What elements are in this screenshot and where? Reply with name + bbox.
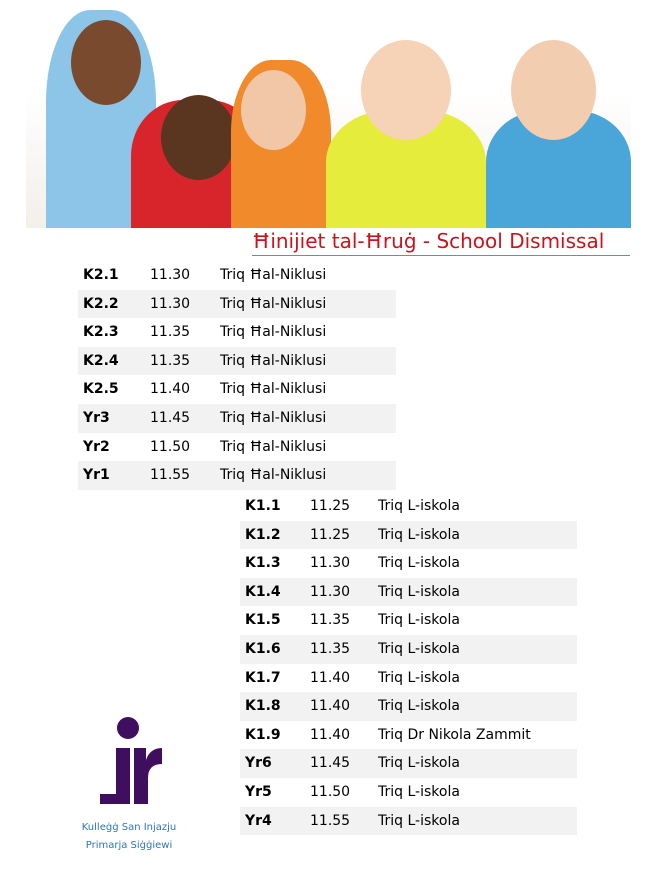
street-name: Triq L-iskola [378,555,460,572]
table-row: K1.4 11.30 Triq L-iskola [240,577,577,607]
class-label: Yr1 [83,467,110,484]
table-row: Yr1 11.55 Triq Ħal-Niklusi [78,461,396,490]
class-label: Yr2 [83,438,110,455]
dismissal-time: 11.50 [310,783,351,800]
class-label: K1.3 [245,555,281,572]
street-name: Triq L-iskola [378,669,460,686]
dismissal-time: 11.50 [150,438,191,455]
class-label: K2.2 [83,295,119,312]
table-row: K1.8 11.40 Triq L-iskola [240,692,577,721]
table-row: K2.4 11.35 Triq Ħal-Niklusi [78,346,396,376]
street-name: Triq L-iskola [378,583,460,600]
table-row: Yr4 11.55 Triq L-iskola [240,806,577,836]
dismissal-time: 11.35 [150,352,191,369]
street-name: Triq Ħal-Niklusi [220,438,327,455]
dismissal-time: 11.25 [310,526,351,543]
street-name: Triq Ħal-Niklusi [220,467,327,484]
table-row: Yr6 11.45 Triq L-iskola [240,749,577,778]
school-name: Kulleġġ San Injazju [81,822,177,833]
street-name: Triq L-iskola [378,498,460,514]
dismissal-time: 11.55 [150,467,191,484]
class-label: K1.6 [245,640,281,657]
table-row: K2.3 11.35 Triq Ħal-Niklusi [78,318,396,347]
dismissal-time: 11.30 [310,555,351,572]
school-logo [94,716,166,814]
class-label: K2.4 [83,352,119,369]
table-row: K1.7 11.40 Triq L-iskola [240,664,577,693]
dismissal-table-hal-niklusi: K2.1 11.30 Triq Ħal-Niklusi K2.2 11.30 Triq Ħ… [78,261,396,490]
street-name: Triq L-iskola [378,755,460,772]
dismissal-time: 11.45 [310,755,351,772]
table-row: Yr5 11.50 Triq L-iskola [240,778,577,807]
street-name: Triq L-iskola [378,640,460,657]
dismissal-time: 11.30 [150,295,191,312]
class-label: K1.1 [245,498,281,514]
dismissal-time: 11.55 [310,812,351,829]
dismissal-time: 11.40 [310,698,351,715]
table-row: Yr3 11.45 Triq Ħal-Niklusi [78,403,396,433]
class-label: K1.5 [245,612,281,629]
class-label: Yr5 [245,783,272,800]
street-name: Triq Ħal-Niklusi [220,409,327,426]
street-name: Triq Ħal-Niklusi [220,381,327,398]
dismissal-time: 11.45 [150,409,191,426]
table-row: K1.1 11.25 Triq L-iskola [240,492,577,521]
dismissal-table-l-iskola: K1.1 11.25 Triq L-iskola K1.2 11.25 Triq L-is… [240,492,577,836]
class-label: K1.2 [245,526,281,543]
street-name: Triq L-iskola [378,526,460,543]
dismissal-time: 11.35 [150,324,191,341]
table-row: K2.5 11.40 Triq Ħal-Niklusi [78,375,396,404]
street-name: Triq Ħal-Niklusi [220,324,327,341]
street-name: Triq Ħal-Niklusi [220,267,327,283]
class-label: Yr6 [245,755,272,772]
dismissal-time: 11.30 [310,583,351,600]
dismissal-time: 11.40 [310,726,351,743]
street-name: Triq L-iskola [378,698,460,715]
table-row: K1.6 11.35 Triq L-iskola [240,634,577,664]
class-label: Yr3 [83,409,110,426]
class-label: K2.3 [83,324,119,341]
dismissal-time: 11.40 [310,669,351,686]
class-label: K1.8 [245,698,281,715]
street-name: Triq L-iskola [378,783,460,800]
dismissal-time: 11.35 [310,612,351,629]
dismissal-time: 11.40 [150,381,191,398]
class-label: K1.9 [245,726,281,743]
street-name: Triq Ħal-Niklusi [220,352,327,369]
street-name: Triq L-iskola [378,612,460,629]
table-row: K2.2 11.30 Triq Ħal-Niklusi [78,289,396,319]
street-name: Triq L-iskola [378,812,460,829]
table-row: Yr2 11.50 Triq Ħal-Niklusi [78,433,396,462]
table-row: K1.2 11.25 Triq L-iskola [240,520,577,550]
dismissal-time: 11.30 [150,267,191,283]
header-photo-children [26,0,631,228]
class-label: K2.1 [83,267,119,283]
class-label: K1.4 [245,583,281,600]
school-subtitle: Primarja Siġġiewi [85,840,173,851]
page-title: Ħinijiet tal-Ħruġ - School Dismissal [252,229,605,253]
dismissal-time: 11.25 [310,498,351,514]
class-label: K2.5 [83,381,119,398]
table-row: K1.9 11.40 Triq Dr Nikola Zammit [240,721,577,750]
street-name: Triq Dr Nikola Zammit [378,726,531,743]
table-row: K1.5 11.35 Triq L-iskola [240,606,577,635]
class-label: Yr4 [245,812,272,829]
table-row: K1.3 11.30 Triq L-iskola [240,549,577,578]
table-row: K2.1 11.30 Triq Ħal-Niklusi [78,261,396,290]
class-label: K1.7 [245,669,281,686]
dismissal-time: 11.35 [310,640,351,657]
street-name: Triq Ħal-Niklusi [220,295,327,312]
title-underline [252,255,630,256]
